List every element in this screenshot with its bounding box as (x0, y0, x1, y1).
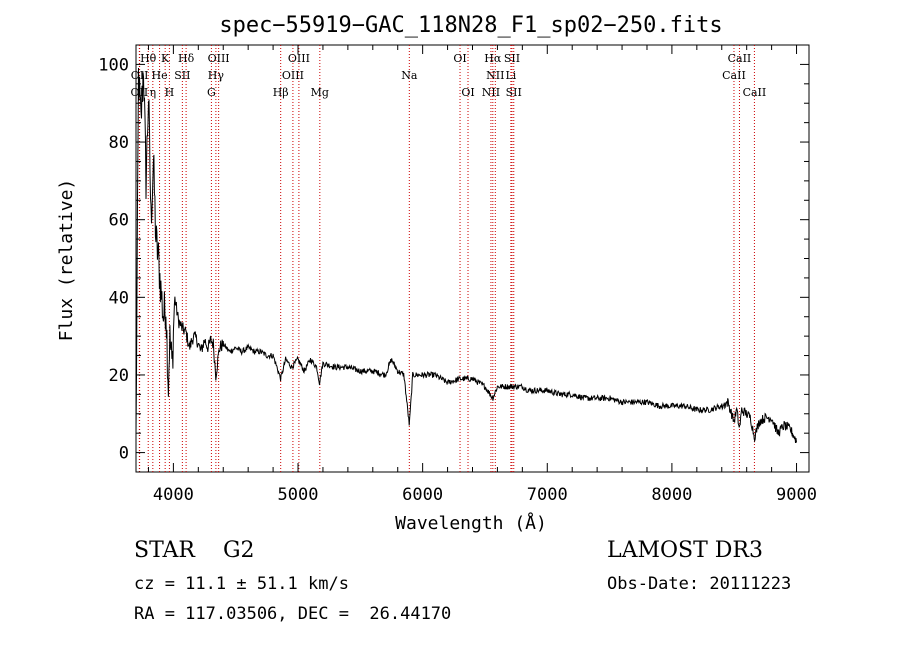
x-tick-label-1: 5000 (278, 485, 319, 505)
line-label-10: Hγ (208, 69, 225, 82)
line-label-17: OI (453, 52, 466, 65)
sky-coordinates: RA = 117.03506, DEC = 26.44170 (134, 604, 452, 624)
line-label-7: SII (174, 69, 190, 82)
x-tick-label-5: 9000 (776, 485, 817, 505)
observation-date: Obs-Date: 20111223 (607, 574, 792, 594)
line-label-13: OIII (282, 69, 304, 82)
y-axis-ticks: 0 20 40 60 80 100 (98, 55, 809, 473)
line-label-19: NII (482, 86, 500, 99)
line-label-5: K (161, 52, 170, 65)
line-label-14: OIII (288, 52, 310, 65)
line-label-1: OII (131, 69, 149, 82)
line-label-23: SII (504, 52, 520, 65)
chart-title: spec−55919−GAC_118N28_F1_sp02−250.fits (219, 13, 722, 38)
line-label-21: NII (486, 69, 504, 82)
y-tick-label-4: 80 (109, 133, 129, 153)
line-label-25: CaII (722, 69, 746, 82)
line-label-26: CaII (728, 52, 752, 65)
x-axis-ticks: 4000 5000 6000 7000 8000 9000 (147, 45, 817, 505)
line-label-15: Mg (311, 86, 329, 99)
survey-name: LAMOST DR3 (607, 538, 763, 563)
y-axis-label: Flux (relative) (56, 179, 77, 342)
line-label-20: Hα (484, 52, 502, 65)
line-label-16: Na (401, 69, 418, 82)
line-label-24: SII (506, 86, 522, 99)
x-axis-label: Wavelength (Å) (395, 512, 547, 534)
line-label-3: η (150, 86, 157, 99)
line-label-8: Hδ (178, 52, 195, 65)
y-tick-label-2: 40 (109, 288, 129, 308)
spectral-line-labels: OIIOIIHθηHeKHSIIHδGHγOIIIHβOIIIOIIIMgNaO… (131, 52, 767, 99)
line-label-12: Hβ (273, 86, 289, 99)
line-label-27: CaII (743, 86, 767, 99)
x-tick-label-0: 4000 (153, 485, 194, 505)
line-label-22: Li (505, 69, 516, 82)
y-tick-label-0: 0 (119, 444, 129, 464)
x-tick-label-2: 6000 (402, 485, 443, 505)
x-tick-label-4: 8000 (651, 485, 692, 505)
object-class: STAR G2 (134, 538, 255, 563)
x-tick-label-3: 7000 (527, 485, 568, 505)
y-tick-label-1: 20 (109, 366, 129, 386)
line-label-4: He (152, 69, 168, 82)
line-label-18: OI (461, 86, 474, 99)
line-label-2: Hθ (140, 52, 157, 65)
line-label-11: OIII (208, 52, 230, 65)
redshift-velocity: cz = 11.1 ± 51.1 km/s (134, 574, 349, 594)
y-tick-label-5: 100 (98, 55, 129, 75)
y-tick-label-3: 60 (109, 211, 129, 231)
line-label-9: G (207, 86, 216, 99)
spectrum-line (135, 67, 797, 443)
line-label-6: H (165, 86, 175, 99)
